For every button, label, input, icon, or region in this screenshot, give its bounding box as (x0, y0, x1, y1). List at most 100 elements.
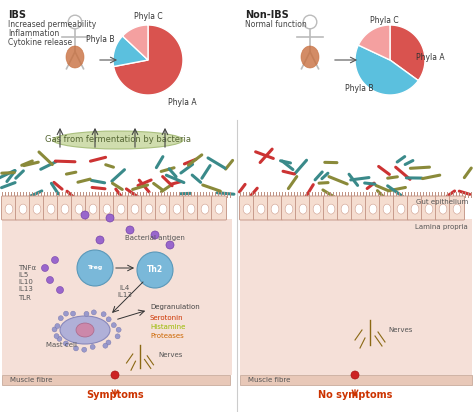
FancyBboxPatch shape (72, 196, 86, 220)
Circle shape (116, 327, 121, 332)
FancyBboxPatch shape (16, 196, 30, 220)
FancyBboxPatch shape (29, 196, 45, 220)
Ellipse shape (76, 323, 94, 337)
Circle shape (57, 336, 62, 341)
Text: Lamina propria: Lamina propria (415, 224, 468, 230)
FancyBboxPatch shape (295, 196, 310, 220)
Text: Increased permeability: Increased permeability (8, 20, 96, 29)
Ellipse shape (411, 204, 419, 214)
Ellipse shape (19, 204, 27, 214)
Text: Phyla B: Phyla B (85, 35, 114, 44)
Circle shape (64, 311, 68, 316)
FancyBboxPatch shape (254, 196, 268, 220)
Ellipse shape (33, 204, 41, 214)
Circle shape (106, 214, 114, 222)
Circle shape (82, 347, 87, 352)
Ellipse shape (425, 204, 433, 214)
Ellipse shape (145, 204, 153, 214)
Circle shape (64, 341, 68, 346)
Text: Phyla C: Phyla C (134, 12, 163, 21)
Circle shape (56, 286, 64, 293)
FancyBboxPatch shape (57, 196, 73, 220)
FancyBboxPatch shape (113, 196, 128, 220)
Text: Muscle fibre: Muscle fibre (10, 377, 52, 383)
Polygon shape (114, 25, 183, 95)
FancyBboxPatch shape (155, 196, 171, 220)
FancyBboxPatch shape (2, 219, 232, 375)
Text: Gas from fermentation by bacteria: Gas from fermentation by bacteria (45, 136, 191, 145)
Polygon shape (122, 25, 148, 60)
Circle shape (351, 371, 359, 379)
Circle shape (111, 371, 119, 379)
FancyBboxPatch shape (100, 196, 115, 220)
FancyBboxPatch shape (183, 196, 199, 220)
Ellipse shape (187, 204, 195, 214)
Text: TNFα
IL5
IL10
IL13: TNFα IL5 IL10 IL13 (18, 265, 36, 292)
FancyBboxPatch shape (408, 196, 422, 220)
Polygon shape (358, 25, 390, 60)
Text: Phyla A: Phyla A (416, 53, 445, 62)
Text: Non-IBS: Non-IBS (245, 10, 289, 20)
Text: Nerves: Nerves (388, 327, 412, 333)
Ellipse shape (301, 46, 319, 68)
FancyBboxPatch shape (380, 196, 394, 220)
Ellipse shape (60, 316, 110, 344)
Ellipse shape (397, 204, 405, 214)
Ellipse shape (271, 204, 279, 214)
Circle shape (46, 276, 54, 283)
Text: IL4
IL13: IL4 IL13 (118, 285, 132, 298)
Circle shape (55, 323, 60, 328)
Ellipse shape (453, 204, 461, 214)
FancyBboxPatch shape (323, 196, 338, 220)
FancyBboxPatch shape (352, 196, 366, 220)
FancyBboxPatch shape (240, 219, 472, 375)
Ellipse shape (215, 204, 223, 214)
FancyBboxPatch shape (337, 196, 353, 220)
Text: Th2: Th2 (147, 265, 163, 274)
Circle shape (106, 340, 111, 345)
Polygon shape (390, 25, 425, 81)
Ellipse shape (341, 204, 349, 214)
Circle shape (151, 231, 159, 239)
FancyBboxPatch shape (282, 196, 297, 220)
Ellipse shape (299, 204, 307, 214)
Text: Normal function: Normal function (245, 20, 307, 29)
Circle shape (106, 317, 111, 322)
Circle shape (84, 311, 89, 316)
FancyBboxPatch shape (1, 196, 17, 220)
FancyBboxPatch shape (85, 196, 100, 220)
Text: Nerves: Nerves (158, 352, 182, 358)
Text: Cytokine release: Cytokine release (8, 38, 72, 47)
Text: Symptoms: Symptoms (86, 390, 144, 400)
FancyBboxPatch shape (240, 375, 472, 385)
Ellipse shape (131, 204, 139, 214)
Ellipse shape (47, 204, 55, 214)
Ellipse shape (369, 204, 377, 214)
Ellipse shape (243, 204, 251, 214)
Ellipse shape (75, 204, 83, 214)
FancyBboxPatch shape (2, 375, 230, 385)
FancyBboxPatch shape (365, 196, 381, 220)
FancyBboxPatch shape (393, 196, 409, 220)
FancyBboxPatch shape (239, 196, 255, 220)
Polygon shape (113, 36, 148, 67)
Circle shape (96, 236, 104, 244)
Circle shape (52, 257, 58, 264)
Ellipse shape (5, 204, 13, 214)
Circle shape (126, 226, 134, 234)
Circle shape (90, 344, 95, 349)
Circle shape (111, 323, 116, 328)
Circle shape (137, 252, 173, 288)
FancyBboxPatch shape (436, 196, 450, 220)
Ellipse shape (117, 204, 125, 214)
Text: Bacterial antigen: Bacterial antigen (125, 235, 185, 241)
Circle shape (101, 312, 106, 317)
FancyBboxPatch shape (170, 196, 184, 220)
Circle shape (42, 265, 48, 272)
Text: Phyla C: Phyla C (370, 16, 398, 24)
Circle shape (103, 343, 108, 348)
Ellipse shape (61, 204, 69, 214)
Ellipse shape (173, 204, 181, 214)
Text: Phyla B: Phyla B (345, 84, 374, 93)
Text: Phyla A: Phyla A (168, 98, 197, 107)
